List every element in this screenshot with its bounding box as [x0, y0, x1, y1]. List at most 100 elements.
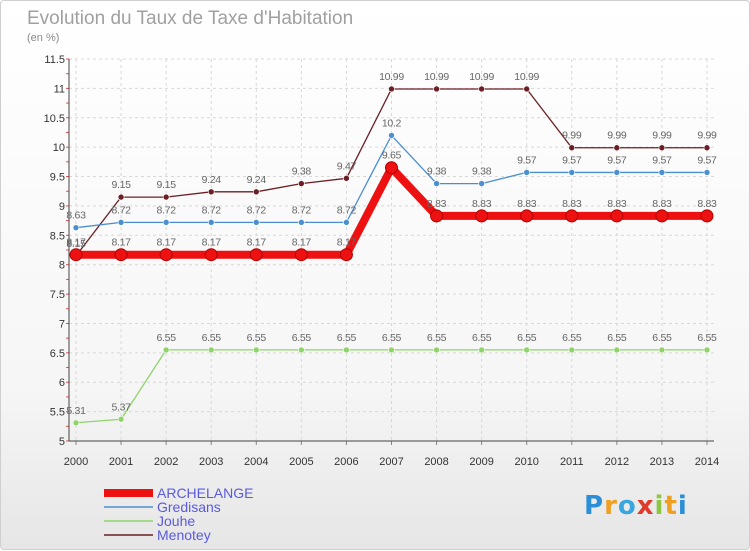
data-label-jouhe: 6.55	[247, 332, 267, 344]
data-label-menotey: 10.99	[514, 71, 539, 83]
data-label-jouhe: 6.55	[697, 332, 717, 344]
data-point-jouhe	[568, 346, 576, 354]
data-label-jouhe: 6.55	[382, 332, 402, 344]
data-label-jouhe: 6.55	[517, 332, 537, 344]
x-tick-label: 2002	[154, 456, 178, 468]
series-lines	[69, 85, 714, 427]
data-label-archelange: 8.83	[562, 198, 582, 210]
data-label-gredisans: 9.38	[472, 166, 492, 178]
y-tick-label: 9	[59, 201, 65, 213]
data-label-jouhe: 6.55	[292, 332, 312, 344]
data-labels: 8.15 9.15 9.15 9.24 9.24 9.38 9.47 10.99 10.99 10…	[66, 71, 717, 417]
data-point-gredisans	[568, 169, 576, 176]
data-label-gredisans: 9.57	[697, 154, 717, 166]
data-point-archelange	[610, 209, 624, 223]
data-point-menotey	[343, 175, 350, 182]
x-tick-label: 2001	[109, 456, 133, 468]
data-point-menotey	[388, 85, 395, 93]
data-label-gredisans: 8.72	[157, 204, 177, 216]
data-label-jouhe: 6.55	[652, 332, 672, 344]
data-label-jouhe: 5.37	[111, 401, 131, 413]
data-label-gredisans: 9.57	[517, 154, 537, 166]
data-label-menotey: 9.24	[202, 174, 222, 186]
data-label-jouhe: 6.55	[427, 332, 447, 344]
data-point-menotey	[523, 85, 531, 93]
data-point-archelange	[655, 209, 669, 223]
data-point-jouhe	[388, 346, 395, 354]
data-label-gredisans: 8.63	[66, 210, 86, 222]
y-tick-label: 7	[59, 318, 65, 330]
data-point-jouhe	[433, 346, 440, 354]
data-label-archelange: 8.17	[66, 237, 86, 249]
data-point-menotey	[658, 144, 666, 152]
axes: 5 5.5 6 6.5 7 7.5 8 8.5 9 9.5 10 10.5 11 11.5 2000 2001…	[44, 54, 720, 468]
data-point-menotey	[298, 180, 305, 187]
data-point-gredisans	[613, 169, 621, 176]
data-point-jouhe	[343, 346, 350, 354]
data-label-archelange: 9.65	[382, 150, 402, 162]
data-label-jouhe: 6.55	[562, 332, 582, 344]
data-label-menotey: 8.15	[66, 238, 86, 250]
data-point-gredisans	[523, 169, 531, 176]
data-point-gredisans	[433, 180, 440, 187]
data-point-jouhe	[117, 415, 125, 423]
y-tick-label: 5.5	[50, 407, 65, 419]
data-point-archelange	[294, 248, 308, 262]
data-point-menotey	[433, 85, 440, 93]
data-label-menotey: 9.15	[111, 179, 131, 191]
logo-letter: i	[654, 491, 665, 521]
y-tick-label: 6	[59, 377, 65, 389]
x-tick-label: 2012	[605, 456, 629, 468]
data-point-menotey	[568, 144, 576, 152]
data-point-jouhe	[658, 346, 666, 354]
data-label-archelange: 8.83	[607, 198, 627, 210]
data-label-archelange: 8.83	[472, 198, 492, 210]
data-point-menotey	[162, 193, 170, 201]
data-label-gredisans: 8.72	[202, 204, 222, 216]
data-point-gredisans	[478, 180, 485, 187]
x-tick-label: 2011	[560, 456, 584, 468]
legend-label-archelange: ARCHELANGE	[157, 485, 253, 501]
data-label-jouhe: 5.31	[66, 405, 86, 417]
x-tick-label: 2000	[64, 456, 88, 468]
data-point-archelange	[565, 209, 579, 223]
data-label-gredisans: 9.57	[607, 154, 627, 166]
data-label-gredisans: 8.72	[337, 204, 357, 216]
data-point-menotey	[613, 144, 621, 152]
data-point-gredisans	[72, 224, 80, 231]
data-point-gredisans	[117, 219, 125, 226]
y-tick-label: 10.5	[44, 113, 65, 125]
data-label-menotey: 10.99	[469, 71, 494, 83]
logo-letter: P	[584, 491, 605, 521]
data-point-menotey	[207, 188, 215, 196]
data-label-jouhe: 6.55	[202, 332, 222, 344]
data-point-archelange	[159, 248, 173, 262]
x-tick-label: 2010	[514, 456, 538, 468]
data-label-menotey: 9.99	[697, 130, 717, 142]
data-label-menotey: 9.99	[607, 130, 627, 142]
x-tick-label: 2003	[199, 456, 223, 468]
chart-title: Evolution du Taux de Taxe d'Habitation	[27, 8, 353, 29]
x-tick-label: 2005	[289, 456, 313, 468]
data-label-gredisans: 9.57	[652, 154, 672, 166]
data-point-gredisans	[388, 132, 395, 139]
x-tick-label: 2007	[379, 456, 403, 468]
data-point-menotey	[478, 85, 485, 93]
data-point-archelange	[430, 209, 444, 223]
data-point-gredisans	[207, 219, 215, 226]
y-tick-label: 6.5	[50, 348, 65, 360]
x-tick-label: 2006	[334, 456, 358, 468]
chart-subtitle: (en %)	[27, 32, 59, 44]
data-label-jouhe: 6.55	[337, 332, 357, 344]
data-point-menotey	[703, 144, 711, 152]
data-label-menotey: 9.15	[157, 179, 177, 191]
data-label-archelange: 8.17	[157, 237, 177, 249]
data-point-archelange	[114, 248, 128, 262]
data-point-jouhe	[72, 419, 80, 427]
data-point-archelange	[249, 248, 263, 262]
data-point-gredisans	[343, 219, 350, 226]
data-point-jouhe	[613, 346, 621, 354]
data-point-gredisans	[252, 219, 260, 226]
